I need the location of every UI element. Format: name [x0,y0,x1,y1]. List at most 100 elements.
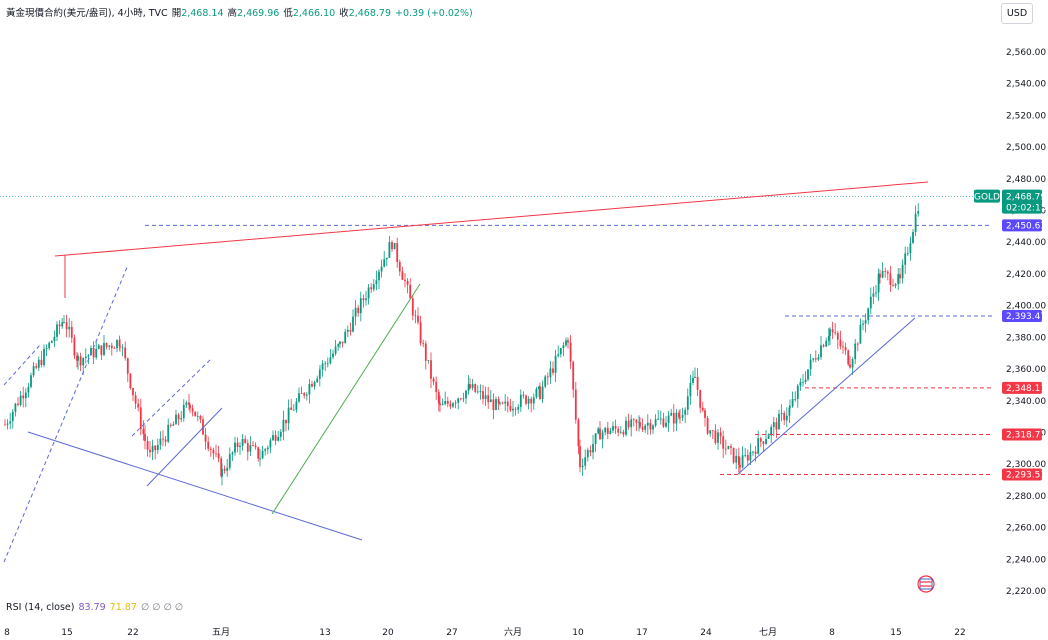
candle-body [300,393,303,394]
candle-body [35,366,38,368]
candle-body [154,445,157,451]
candle-body [113,348,116,349]
candle-body [767,435,770,439]
candle-body [73,337,76,356]
price-axis[interactable]: 2,220.00 2,240.00 2,260.00 2,280.00 2,300.00… [1006,48,1046,597]
lower-trend-line [27,431,363,541]
candle-body [619,431,622,433]
rsi-extra-values: ∅ ∅ ∅ ∅ [140,602,184,613]
candle-body [129,373,132,389]
candle-body [11,411,14,422]
x-tick-label: 22 [127,628,138,638]
candle-body [244,438,247,443]
candle-body [53,336,56,342]
candle-body [239,445,241,447]
candle-body [692,377,694,383]
candle-body [282,419,285,432]
open-value: 2,468.14 [181,8,224,19]
candle-body [9,421,12,424]
candle-body [479,391,482,392]
candle-body [84,356,87,359]
candle-body [185,402,188,405]
last-price-value: 2,468.79 [1006,193,1046,203]
rsi-label: RSI (14, close) [6,602,75,613]
candle-body [209,448,212,450]
candle-body [398,261,401,272]
x-tick-label: 8 [829,628,835,638]
candle-body [305,394,308,396]
candle-body [892,284,894,286]
candle-body [56,324,58,337]
candle-body [79,356,82,366]
candle-body [559,347,562,355]
candle-body [639,422,641,427]
candle-body [151,445,154,453]
candle-body [635,419,638,423]
x-tick-label: 24 [700,628,712,638]
candle-body [285,419,287,424]
y-tick-label: 2,540.00 [1006,80,1046,90]
candle-body [586,450,589,458]
candle-body [711,430,714,432]
candle-body [812,358,815,360]
channel-line-dashed [131,357,213,437]
drawings[interactable] [0,181,992,563]
candle-body [820,345,822,358]
candle-body [886,271,889,274]
candle-body [471,384,474,389]
candle-body [836,332,839,340]
candle-body [612,426,614,431]
candle-body [670,412,673,416]
candle-body [207,441,210,449]
candle-body [544,376,547,387]
candle-body [681,414,684,418]
candle-body [220,458,223,477]
y-tick-label: 2,340.00 [1006,397,1046,407]
candle-body [785,415,788,421]
candle-body [32,366,35,376]
candle-body [303,393,306,396]
candle-body [834,332,837,334]
candle-body [17,403,19,405]
candle-body [287,407,290,424]
candle-body [175,414,177,425]
candle-body [609,430,612,434]
last-price-tag [1002,189,1042,214]
symbol-tag [974,189,1000,203]
candle-body [269,440,272,448]
candle-body [569,342,572,362]
candle-body [430,360,432,379]
candle-body [228,454,231,468]
candle-body [679,417,681,419]
candle-body [359,298,362,314]
candle-body [419,322,422,344]
candle-body [414,315,417,317]
candle-body [879,273,881,278]
bar-countdown: 02:02:13 [1006,204,1046,214]
candle-body [667,415,670,423]
candle-body [435,381,438,393]
candle-body [467,384,470,391]
candle-body [217,453,220,459]
rsi-ma-value: 71.87 [109,602,137,613]
rsi-legend[interactable]: RSI (14, close) 83.79 71.87 ∅ ∅ ∅ ∅ [6,602,183,613]
candle-body [487,395,490,403]
candle-body [277,436,280,441]
open-label: 開 [171,8,182,19]
candle-body [783,412,786,421]
candle-body [182,404,185,419]
candle-body [889,273,892,285]
candle-body [727,446,730,450]
candle-body [614,426,617,429]
candle-body [45,348,48,349]
y-tick-label: 2,280.00 [1006,492,1046,502]
currency-button[interactable]: USD [1001,3,1033,24]
time-axis[interactable]: 8 15 22 五月 13 20 27 六月 10 17 24 七月 8 15 22 [4,626,966,638]
candle-body [622,431,625,435]
candle-body [796,385,799,399]
candle-body [108,345,111,347]
candle-body [388,242,391,258]
candle-body [579,446,581,468]
